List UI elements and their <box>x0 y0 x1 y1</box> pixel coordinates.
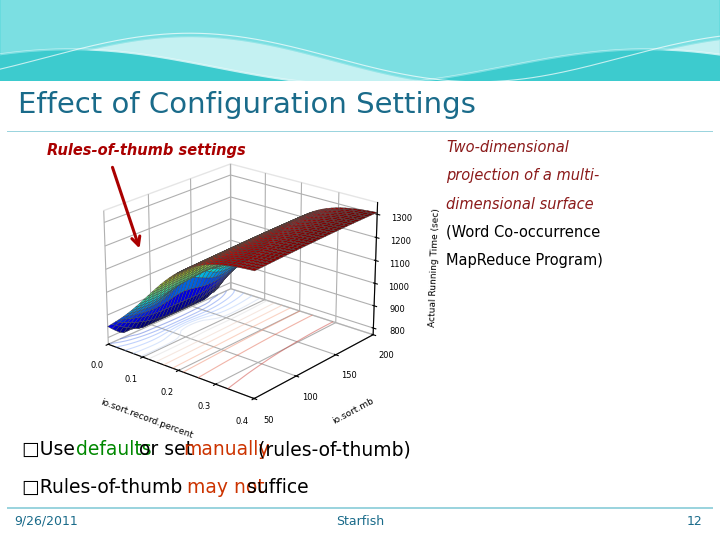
Text: Effect of Configuration Settings: Effect of Configuration Settings <box>18 91 476 119</box>
Text: may not: may not <box>187 478 265 497</box>
Text: defaults: defaults <box>76 440 151 459</box>
Text: 9/26/2011: 9/26/2011 <box>14 515 78 528</box>
Text: dimensional surface: dimensional surface <box>446 197 594 212</box>
Y-axis label: io.sort.mb: io.sort.mb <box>331 396 376 426</box>
Text: suffice: suffice <box>241 478 309 497</box>
Text: or set: or set <box>133 440 199 459</box>
Text: □Rules-of-thumb: □Rules-of-thumb <box>22 478 188 497</box>
Text: MapReduce Program): MapReduce Program) <box>446 253 603 268</box>
Text: (rules-of-thumb): (rules-of-thumb) <box>252 440 410 459</box>
Text: projection of a multi-: projection of a multi- <box>446 168 600 184</box>
Text: Starfish: Starfish <box>336 515 384 528</box>
Text: Two-dimensional: Two-dimensional <box>446 140 570 156</box>
Text: (Word Co-occurrence: (Word Co-occurrence <box>446 225 600 240</box>
X-axis label: io.sort.record.percent: io.sort.record.percent <box>99 397 194 440</box>
Text: Rules-of-thumb settings: Rules-of-thumb settings <box>47 143 246 158</box>
Text: 12: 12 <box>686 515 702 528</box>
Text: □Use: □Use <box>22 440 81 459</box>
Text: manually: manually <box>184 440 270 459</box>
